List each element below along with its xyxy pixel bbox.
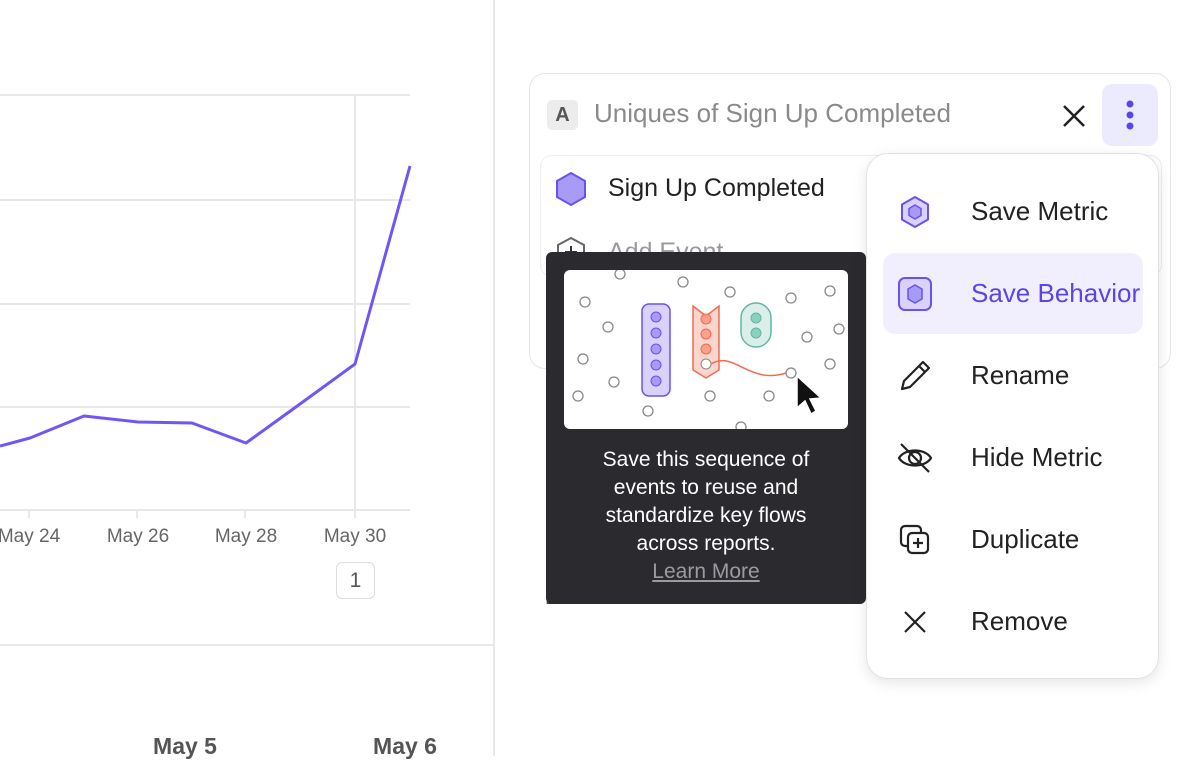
close-icon [897, 604, 933, 640]
x-tick-label: May 30 [323, 526, 387, 547]
tooltip-text: Save this sequence of events to reuse an… [546, 446, 866, 586]
metric-letter-badge: A [547, 100, 578, 130]
tooltip-line: standardize key flows [605, 504, 807, 527]
menu-item-label: Save Behavior [971, 278, 1141, 308]
eye-off-icon [897, 440, 933, 476]
event-hexagon-icon [556, 171, 586, 207]
annotation-badge[interactable]: 1 [336, 562, 375, 599]
metric-title[interactable]: Uniques of Sign Up Completed [594, 98, 951, 128]
more-options-button[interactable] [1102, 84, 1158, 146]
menu-item-save-behavior[interactable]: Save Behavior [883, 253, 1143, 334]
menu-item-rename[interactable]: Rename [883, 335, 1143, 416]
close-icon[interactable] [1058, 100, 1090, 132]
date-label: May 6 [373, 733, 437, 759]
pencil-icon [897, 358, 933, 394]
menu-item-duplicate[interactable]: Duplicate [883, 499, 1143, 580]
duplicate-icon [897, 522, 933, 558]
cursor-icon [796, 374, 823, 416]
menu-item-hide-metric[interactable]: Hide Metric [883, 417, 1143, 498]
hexagon-behavior-icon [897, 276, 933, 312]
menu-item-label: Hide Metric [971, 442, 1103, 472]
date-label: May 5 [153, 733, 217, 759]
menu-item-label: Remove [971, 606, 1068, 636]
menu-item-remove[interactable]: Remove [883, 581, 1143, 662]
kebab-icon [1126, 100, 1134, 130]
behavior-illustration [564, 270, 848, 429]
menu-item-save-metric[interactable]: Save Metric [883, 171, 1143, 252]
metric-options-menu: Save Metric Save Behavior Rename Hide Me… [866, 153, 1159, 679]
menu-item-label: Rename [971, 360, 1070, 390]
line-chart [0, 0, 495, 756]
save-behavior-tooltip: Save this sequence of events to reuse an… [546, 252, 880, 604]
x-tick-label: May 28 [214, 526, 278, 547]
x-tick-label: May 24 [0, 526, 61, 547]
tooltip-line: events to reuse and [613, 476, 799, 499]
learn-more-link[interactable]: Learn More [652, 560, 760, 583]
series-line [0, 165, 412, 448]
tooltip-line: Save this sequence of [602, 448, 810, 471]
menu-item-label: Duplicate [971, 524, 1080, 554]
menu-item-label: Save Metric [971, 196, 1109, 226]
event-name[interactable]: Sign Up Completed [608, 174, 825, 202]
tooltip-line: across reports. [636, 532, 776, 555]
hexagon-metric-icon [897, 194, 933, 230]
x-tick-label: May 26 [106, 526, 170, 547]
